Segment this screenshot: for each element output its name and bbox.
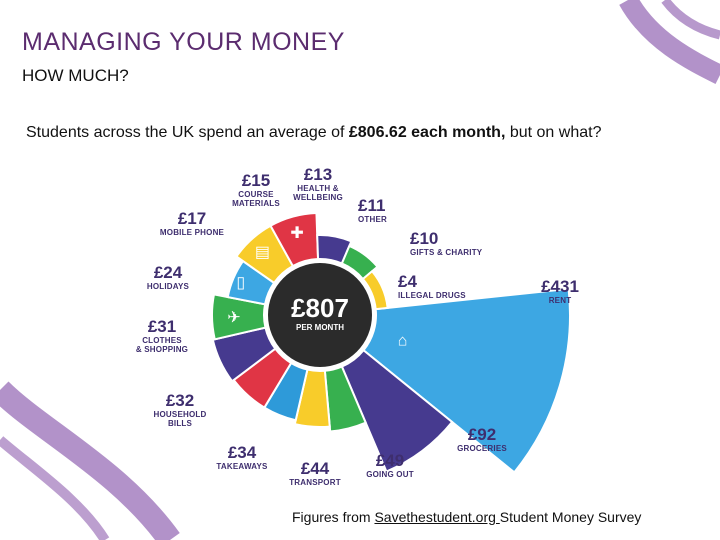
center-circle <box>268 263 372 367</box>
source-link[interactable]: Savethestudent.org <box>374 509 500 525</box>
amount-label: £49 <box>376 451 404 470</box>
category-label: TRANSPORT <box>289 478 341 487</box>
category-label: MOBILE PHONE <box>160 228 225 237</box>
amount-label: £34 <box>228 443 257 462</box>
amount-label: £17 <box>178 209 206 228</box>
category-label: & SHOPPING <box>136 345 188 354</box>
category-label: WELLBEING <box>293 193 343 202</box>
category-label: GIFTS & CHARITY <box>410 248 483 257</box>
category-icon: ▯ <box>236 274 245 291</box>
slide-subtitle: HOW MUCH? <box>22 66 129 85</box>
amount-label: £92 <box>468 425 496 444</box>
amount-label: £11 <box>358 196 385 215</box>
intro-pre: Students across the UK spend an average … <box>26 124 349 141</box>
category-label: MATERIALS <box>232 199 280 208</box>
source-post: Student Money Survey <box>499 509 642 525</box>
category-label: OTHER <box>358 215 387 224</box>
amount-label: £10 <box>410 229 438 248</box>
category-label: HOLIDAYS <box>147 282 190 291</box>
category-label: CLOTHES <box>142 336 182 345</box>
category-label: BILLS <box>168 419 193 428</box>
amount-label: £24 <box>154 263 183 282</box>
category-label: ILLEGAL DRUGS <box>398 291 466 300</box>
category-icon: ✈ <box>227 310 240 327</box>
slide-title: MANAGING YOUR MONEY <box>22 28 345 56</box>
category-icon: ▤ <box>255 244 270 261</box>
amount-label: £32 <box>166 391 194 410</box>
category-label: TAKEAWAYS <box>216 462 268 471</box>
category-label: HEALTH & <box>297 184 338 193</box>
amount-label: £31 <box>148 317 176 336</box>
intro-post: but on what? <box>505 124 602 141</box>
center-label: PER MONTH <box>296 323 344 332</box>
category-label: GOING OUT <box>366 470 414 479</box>
category-label: HOUSEHOLD <box>154 410 207 419</box>
category-icon: ✚ <box>290 225 303 242</box>
intro-text: Students across the UK spend an average … <box>26 124 601 142</box>
amount-label: £44 <box>301 459 330 478</box>
amount-label: £4 <box>398 272 417 291</box>
category-icon: ⌂ <box>398 332 408 349</box>
category-label: GROCERIES <box>457 444 507 453</box>
source-pre: Figures from <box>292 509 375 525</box>
amount-label: £15 <box>242 171 270 190</box>
category-label: COURSE <box>238 190 274 199</box>
amount-label: £431 <box>541 277 579 296</box>
center-amount: £807 <box>291 293 349 323</box>
source-note: Figures from Savethestudent.org Student … <box>292 509 641 525</box>
amount-label: £13 <box>304 165 332 184</box>
intro-bold: £806.62 each month, <box>348 124 506 141</box>
category-label: RENT <box>549 296 572 305</box>
